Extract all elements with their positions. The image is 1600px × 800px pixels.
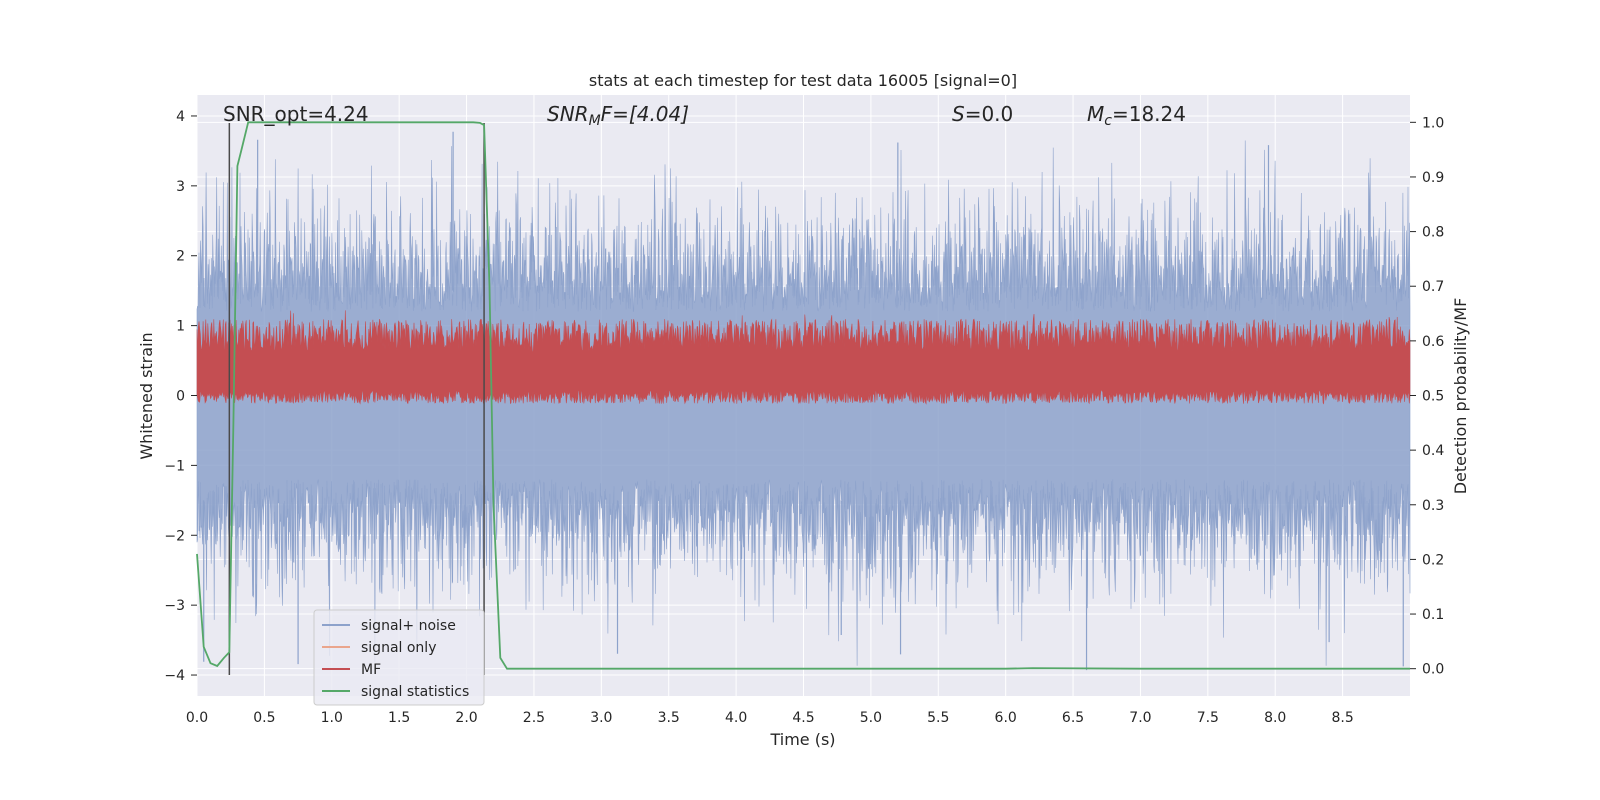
y2-tick-label: 0.1 [1422,607,1444,623]
y-tick-label: −4 [164,668,185,684]
snr-mf-sub: M [589,113,601,129]
chart-title: stats at each timestep for test data 160… [589,71,1017,90]
x-ticks: 0.0 0.5 1.0 1.5 2.0 2.5 3.0 3.5 4.0 4.5 5.0 5.5 6.0 6… [186,710,1354,726]
x-tick-label: 8.5 [1331,710,1353,726]
y2-tick-label: 0.0 [1422,662,1444,678]
y2-tick-label: 0.8 [1422,225,1444,241]
legend-box [313,609,485,706]
y2-ticks: 1.0 0.9 0.8 0.7 0.6 0.5 0.4 0.3 0.2 0.1 0.0 [1410,115,1444,678]
x-tick-label: 8.0 [1264,710,1286,726]
series-mf [196,310,1411,405]
annotation-s: S=0.0 [952,102,1013,126]
y-tick-label: −2 [164,528,185,544]
series-signal-noise [196,131,1411,671]
s-main: S [952,102,965,126]
legend-label-mf: MF [361,662,381,678]
s-rest: =0.0 [965,102,1014,126]
legend-label-signal-statistics: signal statistics [361,684,469,700]
y2-tick-label: 1.0 [1422,115,1444,131]
signal-noise-line [196,140,1411,666]
x-tick-label: 3.5 [658,710,680,726]
y2-tick-label: 0.6 [1422,334,1444,350]
x-tick-label: 4.0 [725,710,747,726]
y-tick-label: 4 [176,109,185,125]
y-tick-label: −3 [164,598,185,614]
x-tick-label: 1.0 [321,710,343,726]
y-tick-label: 3 [176,179,185,195]
y2-tick-label: 0.3 [1422,498,1444,514]
x-tick-label: 0.0 [186,710,208,726]
y2-tick-label: 0.7 [1422,279,1444,295]
mc-main: M [1087,102,1104,126]
x-tick-label: 7.0 [1129,710,1151,726]
x-tick-label: 6.5 [1062,710,1084,726]
vertical-markers [228,122,485,676]
snr-mf-main: SNR [547,102,589,126]
mc-rest: =18.24 [1112,102,1186,126]
y2-tick-label: 0.4 [1422,443,1444,459]
x-tick-label: 1.5 [388,710,410,726]
x-tick-label: 7.5 [1197,710,1219,726]
x-tick-label: 5.5 [927,710,949,726]
snr-mf-rest: F=[4.04] [601,102,689,126]
mc-sub: c [1104,113,1112,129]
x-tick-label: 2.0 [455,710,477,726]
y-tick-label: 2 [176,249,185,265]
y-tick-label: −1 [164,458,185,474]
y2-axis-label: Detection probability/MF [1451,298,1470,495]
y-tick-label: 1 [176,319,185,335]
x-tick-label: 0.5 [253,710,275,726]
y2-tick-label: 0.9 [1422,170,1444,186]
x-tick-label: 3.0 [590,710,612,726]
y-axis-label: Whitened strain [137,332,156,459]
annotation-snr-opt: SNR_opt=4.24 [223,102,369,126]
x-tick-label: 4.5 [792,710,814,726]
mf-line [196,310,1411,405]
x-tick-label: 6.0 [995,710,1017,726]
x-tick-label: 5.0 [860,710,882,726]
signal-statistics-line [196,121,1410,670]
legend-label-signal-only: signal only [361,640,436,656]
y2-tick-label: 0.5 [1422,389,1444,405]
legend: signal+ noise signal only MF signal stat… [313,609,485,706]
annotation-snr-mf: SNRMF=[4.04] [547,102,689,129]
y-tick-label: 0 [176,389,185,405]
series-signal-statistics [196,121,1410,670]
x-axis-label: Time (s) [769,730,835,749]
annotation-mc: Mc=18.24 [1087,102,1186,129]
x-tick-label: 2.5 [523,710,545,726]
y-ticks: 4 3 2 1 0 −1 −2 −3 −4 [164,109,197,684]
y2-tick-label: 0.2 [1422,552,1444,568]
legend-label-signal-noise: signal+ noise [361,618,456,634]
